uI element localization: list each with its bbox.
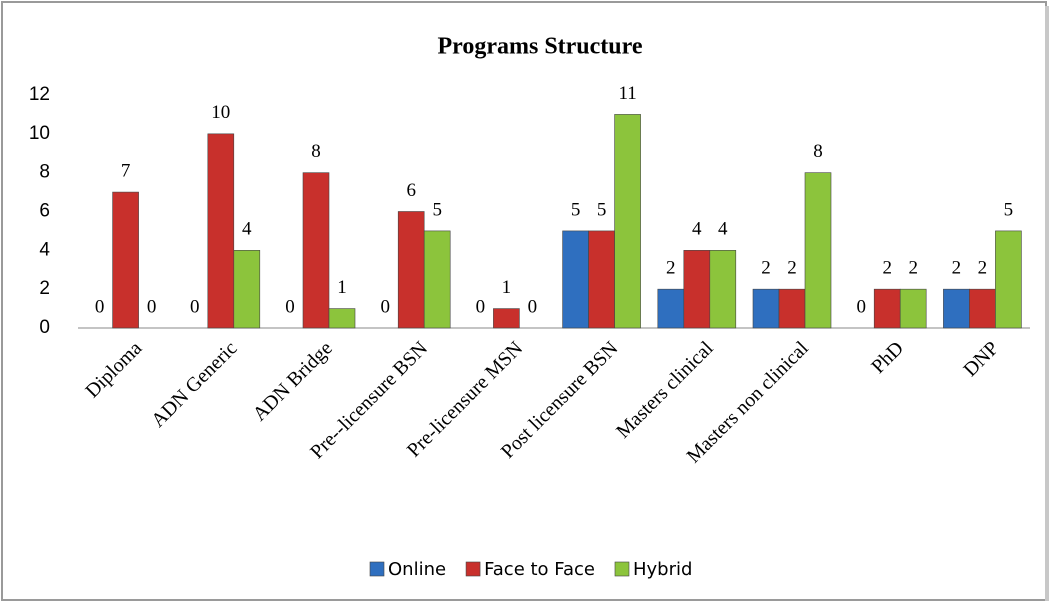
data-label: 1 [502,277,512,298]
bar [752,288,780,329]
legend-swatch [369,561,385,577]
data-label: 7 [121,160,131,181]
legend-swatch [614,561,630,577]
data-label: 2 [787,258,797,279]
y-tick-label: 0 [39,317,50,338]
data-label: 2 [908,258,918,279]
data-label: 0 [190,296,200,317]
bar [969,288,996,329]
bar [943,288,970,329]
data-label: 0 [285,296,295,317]
bar [683,250,711,329]
data-label: 0 [95,296,105,317]
bar [112,191,139,329]
data-label: 5 [432,199,442,220]
legend-label: Face to Face [484,559,595,580]
data-label: 10 [211,102,230,123]
data-label: 2 [882,258,892,279]
legend-label: Hybrid [633,559,692,580]
bar [562,230,589,329]
bar [657,288,685,329]
y-tick-label: 12 [29,84,50,105]
bar [207,133,235,329]
y-tick-label: 2 [39,278,50,299]
data-label: 5 [571,199,581,220]
data-label: 11 [618,83,636,104]
bar [899,288,927,329]
data-label: 1 [337,277,347,298]
bar [302,172,330,329]
legend-label: Online [388,559,446,580]
data-label: 6 [406,180,416,201]
bar [397,211,425,329]
data-label: 2 [666,258,676,279]
data-label: 2 [761,258,771,279]
bar [588,230,615,329]
chart-title: Programs Structure [437,34,642,60]
bar [995,230,1022,329]
legend-swatch [465,561,481,577]
data-label: 2 [978,258,988,279]
data-label: 5 [1004,199,1014,220]
y-tick-label: 4 [39,239,50,260]
data-label: 5 [597,199,607,220]
data-label: 4 [242,219,252,240]
bar [778,288,806,329]
data-label: 4 [692,219,702,240]
bar [328,308,356,329]
y-tick-label: 10 [29,123,50,144]
bar [493,308,520,329]
bar [804,172,832,329]
bar [423,230,451,329]
y-tick-label: 8 [39,162,50,183]
data-label: 8 [311,141,321,162]
bar [233,250,261,329]
data-label: 2 [952,258,962,279]
bar [709,250,737,329]
data-label: 8 [813,141,823,162]
data-label: 0 [856,296,866,317]
data-label: 0 [476,296,486,317]
data-label: 4 [718,219,728,240]
data-label: 0 [147,296,157,317]
bar [614,114,641,329]
y-tick-label: 6 [39,201,50,222]
data-label: 0 [528,296,538,317]
data-label: 0 [380,296,390,317]
bar [873,288,901,329]
